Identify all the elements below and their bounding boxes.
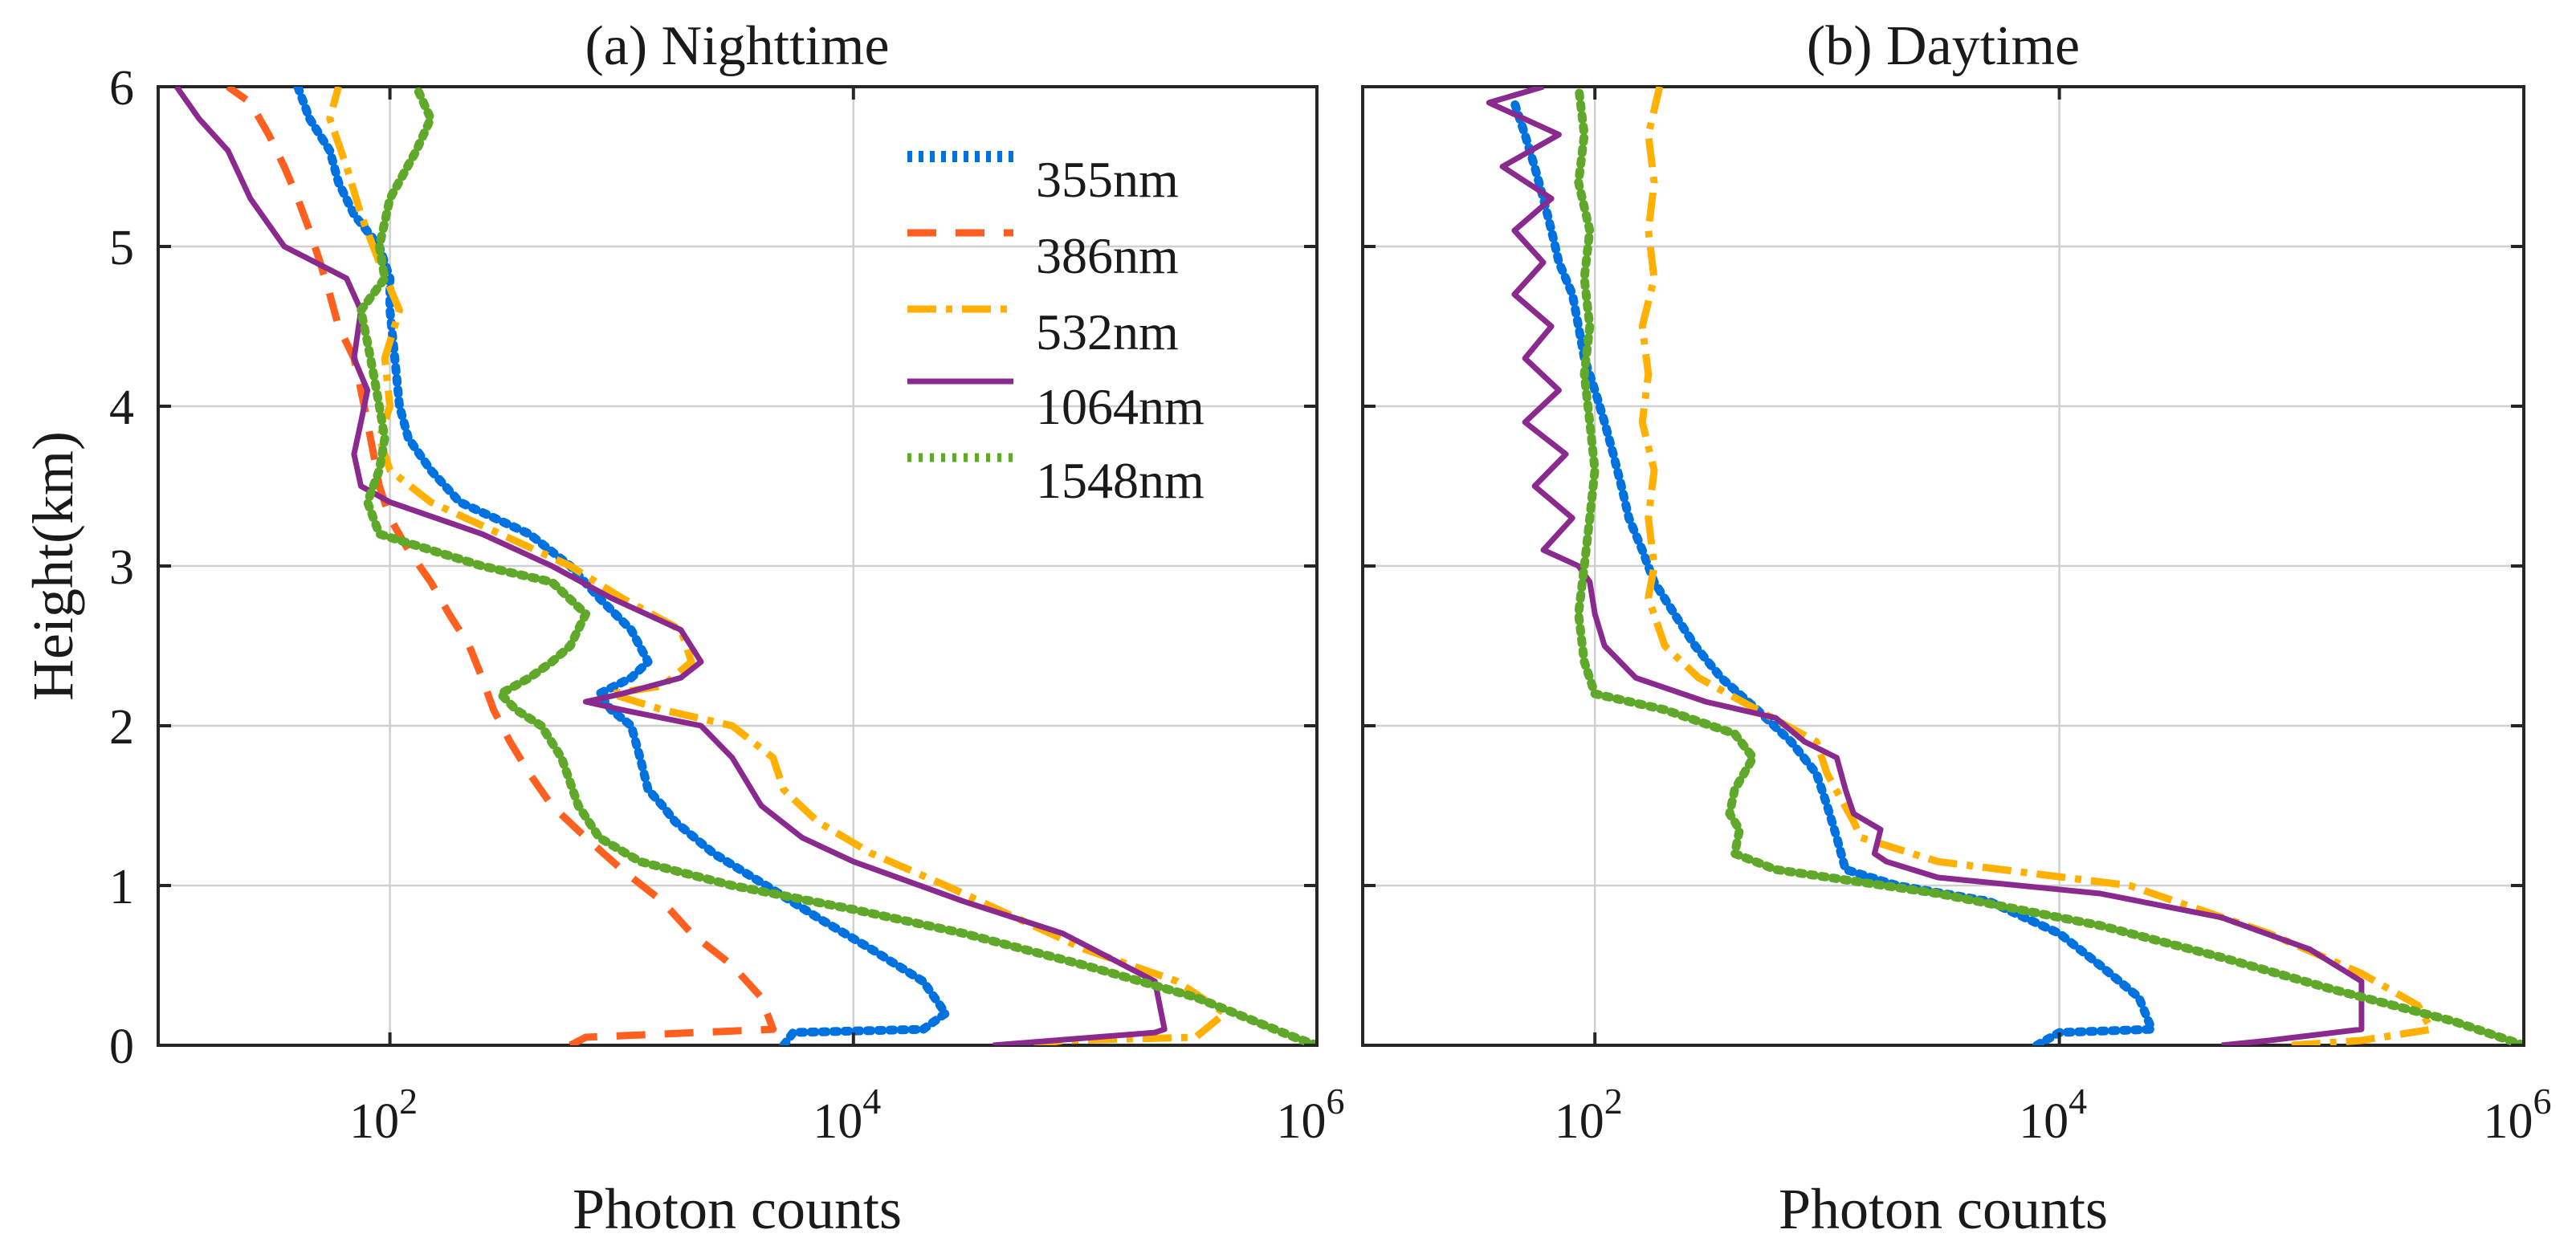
legend-label-1548nm: 1548nm	[1036, 452, 1204, 509]
gridlines-a	[158, 87, 1317, 1045]
series-line-1064nm-a	[174, 87, 1168, 1045]
x-tick-label: 102	[1555, 1081, 1623, 1149]
legend: 355nm 386nm 532nm 1064nm 1548nm	[907, 151, 1204, 509]
legend-label-355nm: 355nm	[1036, 151, 1179, 208]
panel-daytime: (b) Daytime Photon counts 102 104 106	[1361, 15, 2552, 1241]
legend-label-532nm: 532nm	[1036, 303, 1179, 360]
x-tick-label: 104	[2019, 1081, 2087, 1149]
series-line-532nm-b	[1638, 87, 2435, 1045]
series-line-386nm-a	[226, 87, 777, 1045]
panel-nighttime: (a) Nighttime Photon counts Height(km) 0…	[21, 15, 1345, 1241]
legend-label-386nm: 386nm	[1036, 227, 1179, 284]
ticks-b: 102 104 106	[1363, 85, 2552, 1149]
x-tick-label: 106	[1277, 1081, 1345, 1149]
gridlines-b	[1363, 87, 2524, 1045]
x-tick-label: 104	[813, 1081, 881, 1149]
x-tick-label: 106	[2484, 1081, 2552, 1149]
legend-label-1064nm: 1064nm	[1036, 378, 1204, 435]
ticks-a: 0 1 2 3 4 5 6 102 104 106	[109, 61, 1345, 1149]
series-line-355nm-b	[1510, 98, 2157, 1045]
series-group-a	[174, 87, 1317, 1045]
y-tick-label: 1	[109, 860, 134, 914]
y-tick-label: 2	[109, 700, 134, 755]
y-axis-label: Height(km)	[21, 431, 85, 701]
x-axis-label-a: Photon counts	[573, 1177, 902, 1241]
y-tick-label: 5	[109, 221, 134, 275]
series-line-1064nm-b	[1486, 87, 2365, 1045]
y-tick-label: 3	[109, 540, 134, 595]
series-line-1548nm-b	[1574, 87, 2524, 1045]
y-tick-label: 4	[109, 381, 134, 435]
x-tick-label: 102	[349, 1081, 418, 1149]
series-line-532nm-a	[326, 87, 1229, 1045]
y-tick-label: 6	[109, 61, 134, 116]
series-line-1548nm-a	[357, 87, 1317, 1045]
panel-title-b: (b) Daytime	[1807, 15, 2080, 77]
panel-title-a: (a) Nighttime	[585, 15, 889, 77]
y-tick-label: 0	[109, 1020, 134, 1074]
x-axis-label-b: Photon counts	[1779, 1177, 2108, 1241]
series-group-b	[1486, 87, 2524, 1045]
